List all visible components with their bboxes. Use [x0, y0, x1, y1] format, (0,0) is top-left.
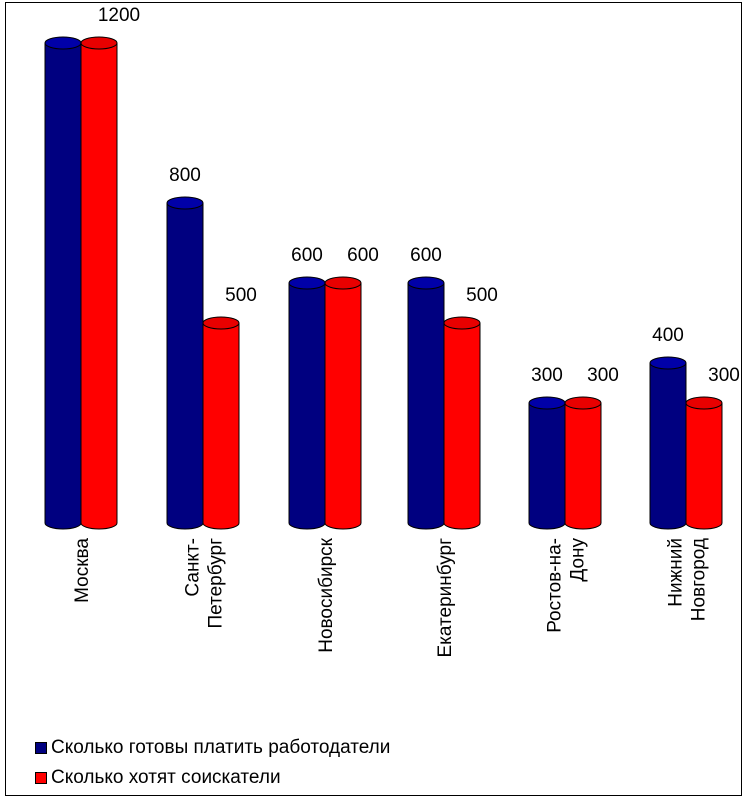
category-label-3: Екатеринбург	[435, 538, 456, 658]
category-label-line: Петербург	[206, 538, 227, 629]
bar-applicants-5	[685, 396, 723, 530]
legend: Сколько готовы платить работодатели Скол…	[35, 733, 390, 793]
bar-applicants-2	[324, 276, 362, 530]
chart-frame	[5, 2, 742, 796]
bar-employers-1	[166, 196, 204, 530]
legend-item-applicants: Сколько хотят соискатели	[35, 763, 390, 793]
category-label-0: Москва	[72, 538, 93, 603]
category-label-line: Ростов-на-	[545, 538, 566, 633]
legend-label-employers: Сколько готовы платить работодатели	[51, 737, 391, 758]
data-label-employers-5: 400	[652, 325, 684, 346]
category-label-line: Новосибирск	[316, 537, 337, 652]
bar-employers-4	[528, 396, 566, 530]
category-label-4: Ростов-на- Дону	[545, 538, 589, 633]
data-label-employers-3: 600	[410, 245, 442, 266]
bar-employers-3	[407, 276, 445, 530]
data-label-employers-1: 800	[169, 165, 201, 186]
bar-applicants-1	[202, 316, 240, 530]
bar-applicants-0	[80, 36, 118, 530]
bar-employers-2	[288, 276, 326, 530]
category-label-line: Москва	[72, 538, 93, 603]
bar-applicants-3	[443, 316, 481, 530]
category-label-2: Новосибирск	[316, 537, 337, 652]
category-label-line: Нижний	[666, 538, 687, 607]
data-label-applicants-1: 500	[225, 285, 257, 306]
category-label-1: Санкт- Петербург	[183, 538, 227, 629]
bar-employers-0	[44, 36, 82, 530]
category-label-line: Новгород	[689, 538, 710, 621]
data-label-applicants-3: 500	[466, 285, 498, 306]
legend-swatch-applicants	[35, 772, 47, 784]
bar-applicants-4	[564, 396, 602, 530]
bar-employers-5	[649, 356, 687, 530]
legend-item-employers: Сколько готовы платить работодатели	[35, 733, 390, 763]
legend-swatch-employers	[35, 742, 47, 754]
legend-label-applicants: Сколько хотят соискатели	[51, 767, 281, 788]
category-label-line: Екатеринбург	[435, 538, 456, 658]
data-label-employers-4: 300	[531, 365, 563, 386]
data-label-employers-2: 600	[291, 245, 323, 266]
data-label-applicants-2: 600	[347, 245, 379, 266]
category-label-line: Санкт-	[183, 538, 204, 597]
data-label-applicants-5: 300	[708, 365, 740, 386]
data-label-applicants-0: 1200	[98, 5, 140, 26]
category-label-line: Дону	[568, 538, 589, 582]
category-label-5: Нижний Новгород	[666, 538, 710, 621]
data-label-applicants-4: 300	[587, 365, 619, 386]
